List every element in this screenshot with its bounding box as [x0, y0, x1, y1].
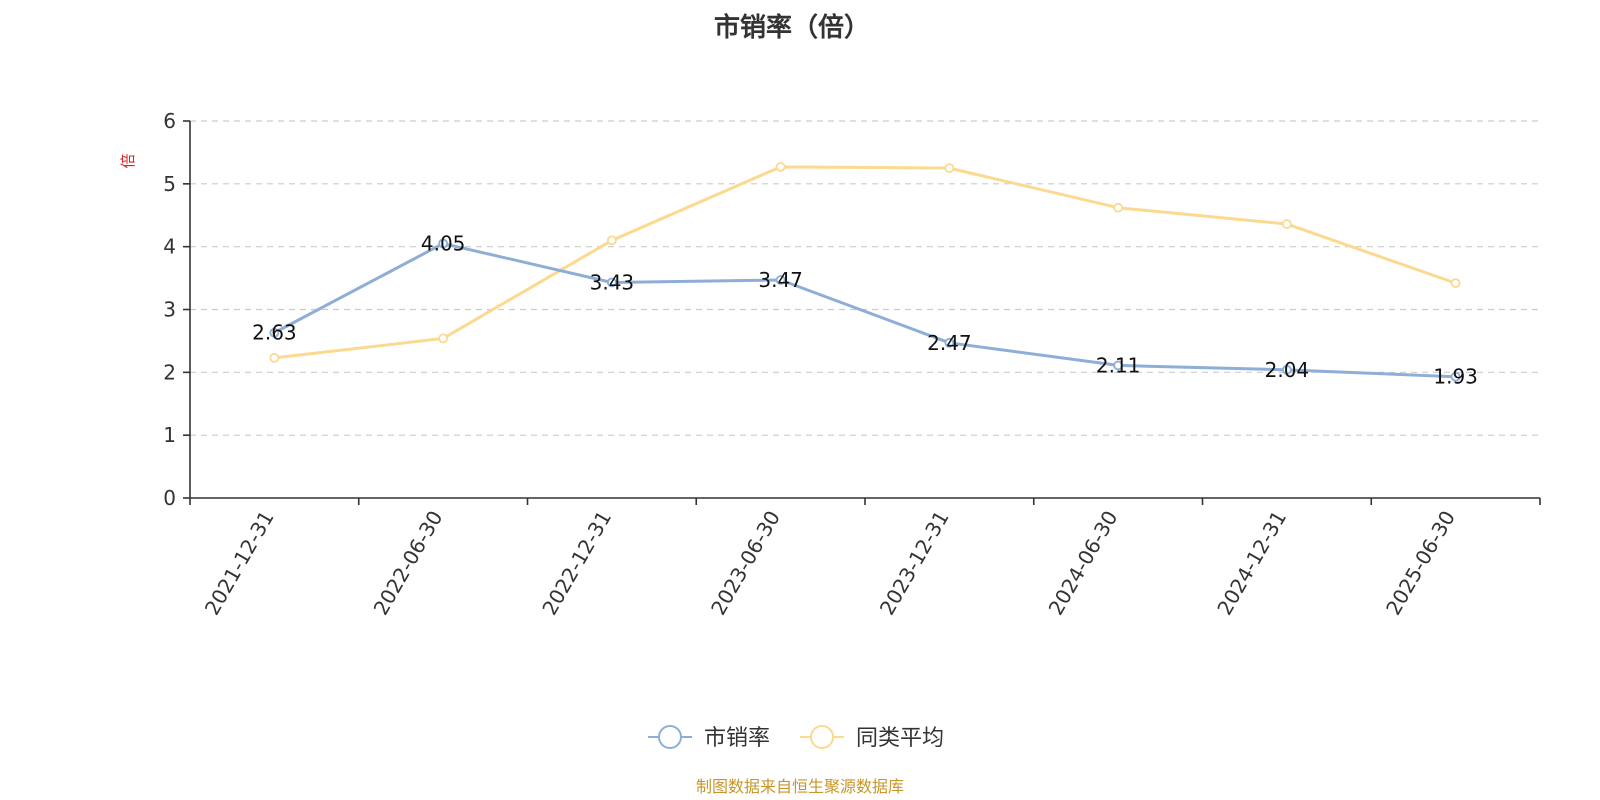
- grid-lines: [190, 120, 1540, 436]
- data-point[interactable]: [1281, 219, 1292, 229]
- data-point[interactable]: [944, 163, 955, 174]
- y-tick-label: 1: [163, 423, 176, 447]
- x-tick-label: 2021-12-31: [200, 507, 279, 620]
- x-tick-label: 2023-12-31: [875, 507, 954, 620]
- data-label: 3.43: [590, 270, 635, 294]
- data-point[interactable]: [1450, 278, 1461, 289]
- legend-item-ps-ratio[interactable]: 市销率: [648, 725, 770, 751]
- y-axis-unit-label: 倍: [119, 153, 137, 168]
- legend-circle-icon: [658, 725, 682, 749]
- data-point[interactable]: [606, 235, 617, 246]
- y-tick-label: 2: [163, 360, 176, 384]
- y-tick-label: 3: [163, 298, 176, 322]
- chart-title: 市销率（倍）: [714, 12, 870, 43]
- data-labels: 2.63 4.05 3.43 3.47 2.47 2.11 2.04 1.93: [252, 232, 1478, 389]
- x-tick-label: 2024-12-31: [1212, 507, 1291, 620]
- data-label: 2.63: [252, 321, 297, 345]
- data-label: 3.47: [758, 268, 803, 292]
- data-point[interactable]: [1450, 371, 1461, 382]
- data-point[interactable]: [606, 277, 617, 288]
- data-point[interactable]: [269, 352, 280, 363]
- x-tick-label: 2022-06-30: [369, 507, 448, 620]
- legend-circle-icon: [810, 725, 834, 749]
- data-point[interactable]: [944, 337, 955, 348]
- x-tick-label: 2025-06-30: [1381, 507, 1460, 620]
- data-point[interactable]: [775, 161, 786, 172]
- legend-label: 同类平均: [856, 726, 944, 751]
- series-line-0: [273, 242, 1456, 379]
- data-point[interactable]: [775, 275, 786, 285]
- y-tick-label: 4: [163, 235, 176, 259]
- y-tick-label: 6: [163, 109, 176, 133]
- x-tick-label: 2022-12-31: [537, 507, 616, 620]
- legend-label: 市销率: [704, 726, 770, 751]
- series-lines: [269, 161, 1461, 382]
- data-label: 1.93: [1433, 365, 1478, 389]
- data-point[interactable]: [1113, 202, 1124, 213]
- data-point[interactable]: [269, 327, 280, 338]
- axes: 0 1 2 3 4 5 6 2021-12-31 2022-06-30 2022-12-31 202…: [163, 109, 1541, 620]
- data-point[interactable]: [1113, 360, 1124, 371]
- data-label: 2.11: [1096, 353, 1141, 377]
- data-point[interactable]: [438, 333, 449, 344]
- data-point[interactable]: [1281, 364, 1292, 375]
- data-label: 2.04: [1265, 358, 1310, 382]
- data-point[interactable]: [438, 238, 449, 249]
- data-label: 4.05: [421, 232, 466, 256]
- x-tick-label: 2024-06-30: [1044, 507, 1123, 620]
- y-tick-label: 5: [163, 172, 176, 196]
- x-tick-label: 2023-06-30: [706, 507, 785, 620]
- legend-item-peer-average[interactable]: 同类平均: [800, 725, 944, 751]
- data-source-note: 制图数据来自恒生聚源数据库: [696, 777, 904, 796]
- series-line-1: [274, 165, 1457, 360]
- data-label: 2.47: [927, 331, 972, 355]
- legend: 市销率 同类平均: [648, 725, 944, 751]
- y-tick-label: 0: [163, 486, 176, 510]
